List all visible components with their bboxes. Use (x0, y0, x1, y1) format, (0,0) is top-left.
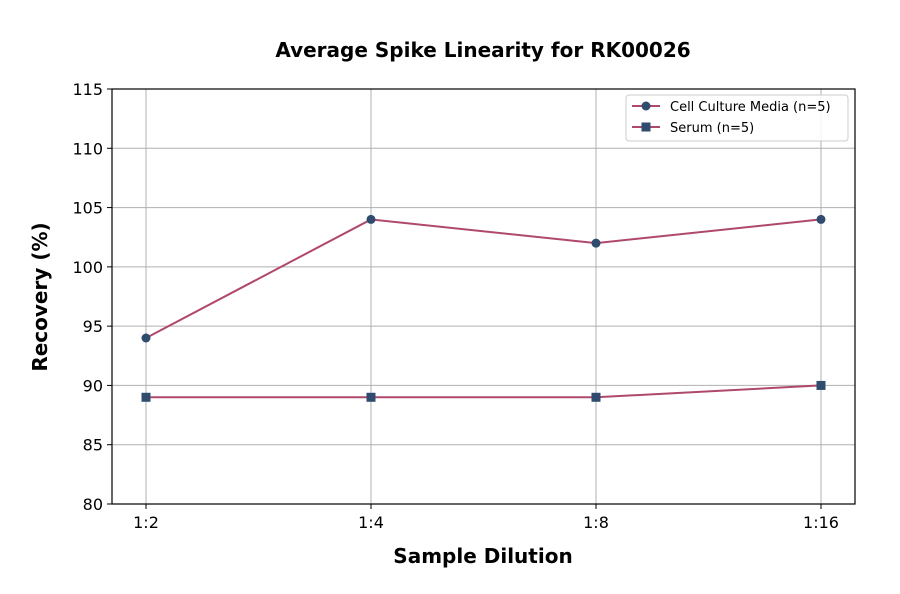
legend-label: Serum (n=5) (670, 121, 754, 136)
y-tick-label: 100 (72, 258, 103, 277)
y-axis-label: Recovery (%) (28, 222, 52, 371)
y-tick-label: 105 (72, 199, 103, 218)
y-tick-label: 110 (72, 139, 103, 158)
y-tick-label: 90 (83, 376, 103, 395)
legend-label: Cell Culture Media (n=5) (670, 100, 831, 115)
x-axis-label: Sample Dilution (393, 544, 572, 568)
data-point (816, 380, 826, 390)
data-point (816, 214, 826, 224)
plot-frame (111, 88, 856, 505)
x-tick-label: 1:2 (133, 513, 159, 532)
data-point (591, 238, 601, 248)
x-tick-label: 1:8 (583, 513, 609, 532)
data-point (141, 392, 151, 402)
y-tick-label: 95 (83, 317, 103, 336)
legend-marker-square-icon (641, 122, 651, 132)
data-point (366, 214, 376, 224)
data-point (141, 333, 151, 343)
chart-title: Average Spike Linearity for RK00026 (275, 38, 690, 62)
y-tick-label: 85 (83, 436, 103, 455)
data-point (591, 392, 601, 402)
y-tick-label: 80 (83, 495, 103, 514)
legend-marker-circle-icon (641, 101, 651, 111)
legend-box (625, 94, 849, 142)
legend: Cell Culture Media (n=5) Serum (n=5) (625, 94, 849, 142)
y-tick-label: 115 (72, 80, 103, 99)
series-line-0 (145, 218, 822, 339)
ticks: 1:2 1:4 1:8 1:16 80 85 90 95 100 105 110 115 (72, 80, 839, 532)
x-tick-label: 1:4 (358, 513, 384, 532)
x-tick-label: 1:16 (803, 513, 839, 532)
series-line-1 (146, 384, 822, 399)
data-point (366, 392, 376, 402)
series-group (141, 214, 826, 402)
